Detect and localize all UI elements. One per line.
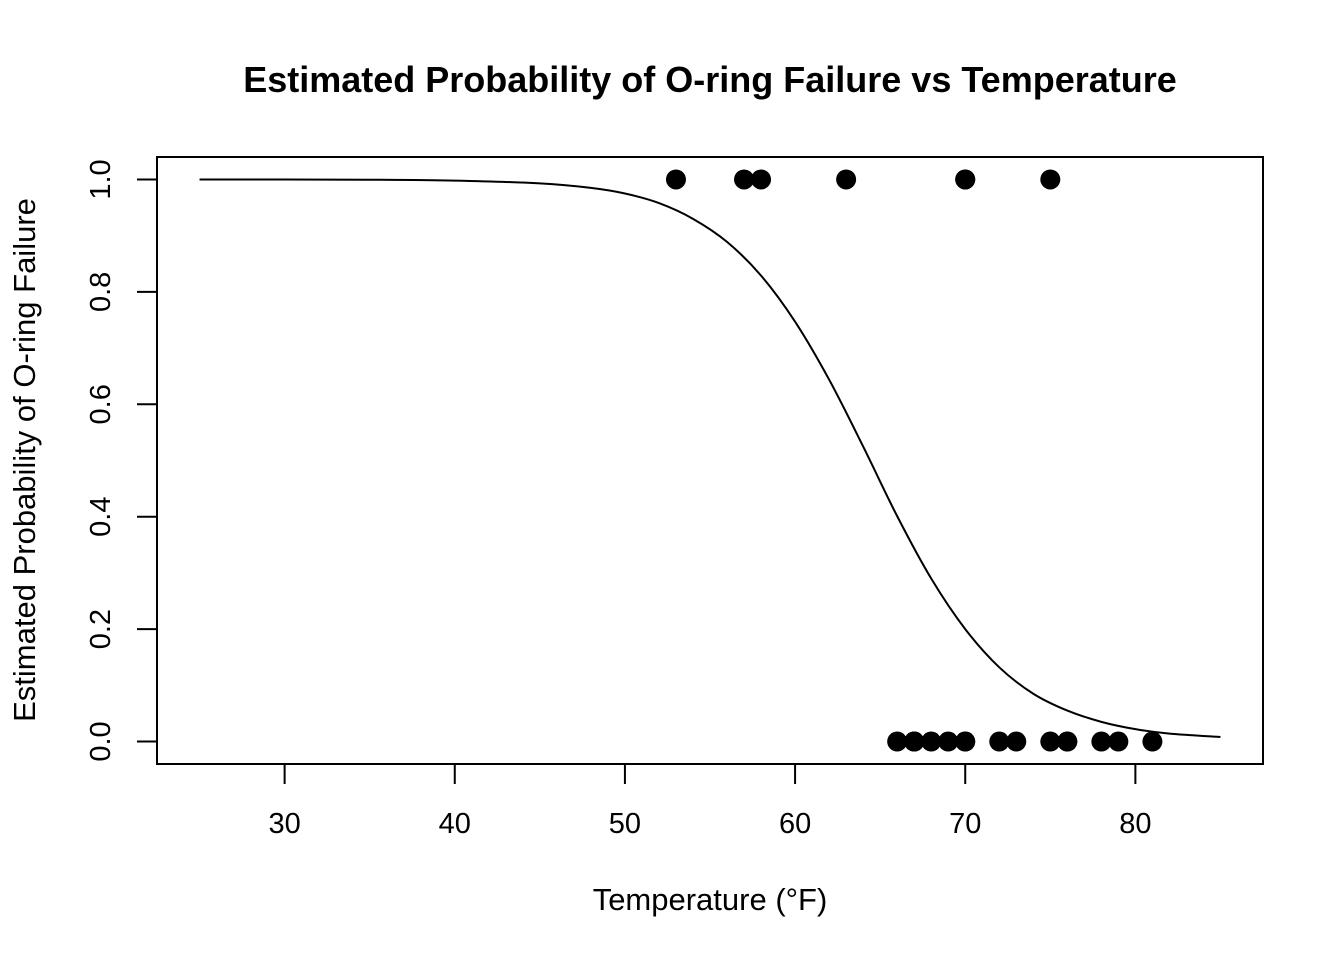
y-tick-label: 0.2 bbox=[85, 609, 117, 649]
x-tick-label: 30 bbox=[268, 808, 300, 840]
data-point bbox=[887, 731, 908, 752]
data-point bbox=[955, 169, 976, 190]
data-point bbox=[955, 731, 976, 752]
data-point bbox=[1040, 731, 1061, 752]
y-tick-label: 0.0 bbox=[85, 721, 117, 761]
x-tick-label: 60 bbox=[779, 808, 811, 840]
y-axis: 0.0 0.2 0.4 0.6 0.8 1.0 bbox=[85, 159, 157, 762]
x-tick-label: 80 bbox=[1119, 808, 1151, 840]
x-tick-label: 40 bbox=[439, 808, 471, 840]
y-axis-label: Estimated Probability of O-ring Failure bbox=[7, 198, 42, 722]
x-axis-label: Temperature (°F) bbox=[593, 882, 828, 917]
data-point bbox=[665, 169, 686, 190]
chart-title: Estimated Probability of O-ring Failure … bbox=[243, 59, 1177, 100]
data-point bbox=[921, 731, 942, 752]
data-point bbox=[1142, 731, 1163, 752]
x-tick-label: 50 bbox=[609, 808, 641, 840]
data-point bbox=[989, 731, 1010, 752]
y-tick-label: 0.8 bbox=[85, 272, 117, 312]
data-point bbox=[734, 169, 755, 190]
data-points bbox=[665, 169, 1163, 752]
data-point bbox=[1108, 731, 1129, 752]
data-point bbox=[1006, 731, 1027, 752]
x-tick-label: 70 bbox=[949, 808, 981, 840]
data-point bbox=[751, 169, 772, 190]
fitted-probability-curve bbox=[199, 178, 1221, 739]
y-tick-label: 0.4 bbox=[85, 497, 117, 537]
x-axis: 30 40 50 60 70 80 bbox=[268, 764, 1152, 840]
plot-area-border bbox=[156, 156, 1264, 765]
data-point bbox=[1057, 731, 1078, 752]
data-point bbox=[904, 731, 925, 752]
data-point bbox=[836, 169, 857, 190]
data-point bbox=[1040, 169, 1061, 190]
y-tick-label: 1.0 bbox=[85, 159, 117, 199]
data-point bbox=[938, 731, 959, 752]
data-point bbox=[1091, 731, 1112, 752]
y-tick-label: 0.6 bbox=[85, 384, 117, 424]
